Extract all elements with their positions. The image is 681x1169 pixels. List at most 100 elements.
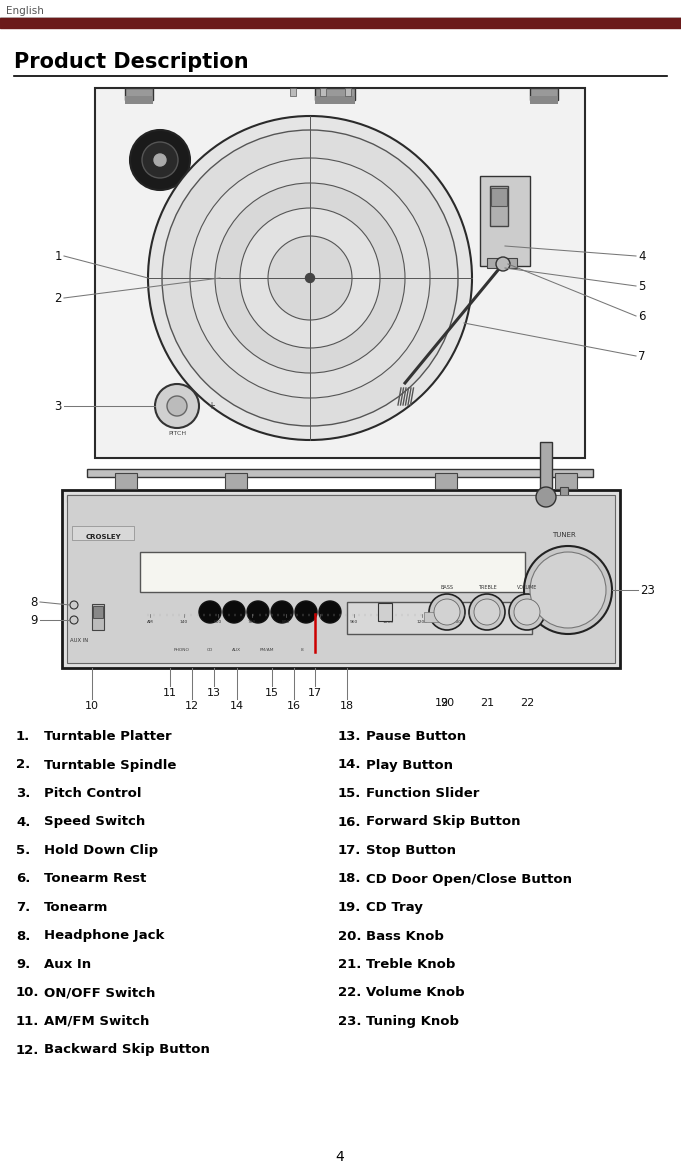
Bar [490, 186, 508, 226]
Text: CD: CD [207, 648, 213, 652]
Text: 14.: 14. [338, 759, 362, 772]
Text: 4.: 4. [16, 816, 31, 829]
Text: AM/FM Switch: AM/FM Switch [44, 1015, 149, 1028]
Bar [315, 88, 355, 101]
Bar [362, 606, 417, 620]
Text: 9: 9 [31, 614, 38, 627]
Text: 1400: 1400 [451, 620, 462, 624]
Text: Backward Skip Button: Backward Skip Button [44, 1044, 210, 1057]
Text: 18: 18 [340, 701, 354, 711]
Text: 760: 760 [248, 620, 256, 624]
Text: TUNER: TUNER [552, 532, 575, 538]
Circle shape [524, 546, 612, 634]
Bar [315, 96, 355, 104]
Bar [487, 258, 517, 268]
Circle shape [319, 601, 341, 623]
Text: 19: 19 [435, 698, 449, 708]
Text: 21: 21 [480, 698, 494, 708]
Circle shape [530, 552, 606, 628]
Text: 1000: 1000 [383, 620, 394, 624]
Text: 14: 14 [230, 701, 244, 711]
Bar [491, 188, 507, 206]
Bar [62, 490, 620, 667]
Bar [92, 604, 104, 630]
Text: Stop Button: Stop Button [366, 844, 456, 857]
Bar [424, 613, 454, 622]
Text: 600: 600 [214, 620, 222, 624]
Text: Play Button: Play Button [366, 759, 453, 772]
Text: FM/AM: FM/AM [259, 648, 274, 652]
Text: Product Description: Product Description [14, 51, 249, 72]
Bar [290, 88, 296, 96]
Bar [87, 469, 593, 477]
Bar [347, 602, 532, 634]
Text: 5: 5 [638, 279, 646, 292]
Text: Hold Down Clip: Hold Down Clip [44, 844, 158, 857]
Text: 2.: 2. [16, 759, 30, 772]
Text: CD Door Open/Close Button: CD Door Open/Close Button [366, 872, 572, 885]
Text: 800: 800 [282, 620, 290, 624]
Text: AUX: AUX [232, 648, 242, 652]
Bar [530, 96, 558, 104]
Circle shape [190, 158, 430, 397]
Text: CROSLEY: CROSLEY [85, 534, 121, 540]
Circle shape [148, 116, 472, 440]
Text: 17.: 17. [338, 844, 362, 857]
Text: BASS: BASS [441, 584, 454, 590]
Text: 17: 17 [308, 689, 322, 698]
Bar [320, 88, 326, 96]
Circle shape [536, 487, 556, 507]
Text: -: - [144, 401, 147, 411]
Bar [560, 487, 568, 505]
Circle shape [199, 601, 221, 623]
Text: 1: 1 [54, 249, 62, 263]
Text: 20: 20 [440, 698, 454, 708]
Text: AM: AM [146, 620, 153, 624]
Text: 8: 8 [300, 648, 303, 652]
Circle shape [70, 601, 78, 609]
Circle shape [155, 383, 199, 428]
Bar [67, 494, 545, 502]
Text: 4: 4 [336, 1150, 345, 1164]
Text: PITCH: PITCH [168, 431, 186, 436]
Bar [530, 88, 558, 101]
Text: 18.: 18. [338, 872, 362, 885]
Text: 9.: 9. [16, 959, 30, 971]
Text: 5.: 5. [16, 844, 30, 857]
Bar [480, 177, 530, 267]
Text: 22: 22 [520, 698, 534, 708]
Text: 6: 6 [638, 310, 646, 323]
Text: Forward Skip Button: Forward Skip Button [366, 816, 520, 829]
Circle shape [271, 601, 293, 623]
Bar [115, 473, 137, 489]
Circle shape [496, 257, 510, 271]
Bar [125, 96, 153, 104]
Circle shape [514, 599, 540, 625]
Text: Speed Switch: Speed Switch [44, 816, 145, 829]
Text: 10: 10 [85, 701, 99, 711]
Text: 16.: 16. [338, 816, 362, 829]
Text: +: + [207, 401, 215, 411]
Text: 1.: 1. [16, 729, 30, 743]
Circle shape [509, 594, 545, 630]
Bar [93, 606, 103, 618]
Text: 15.: 15. [338, 787, 362, 800]
Text: Tonearm Rest: Tonearm Rest [44, 872, 146, 885]
Text: Headphone Jack: Headphone Jack [44, 929, 164, 942]
Text: TREBLE: TREBLE [477, 584, 496, 590]
Text: Aux In: Aux In [44, 959, 91, 971]
Circle shape [247, 601, 269, 623]
Bar [72, 526, 134, 540]
Text: English: English [6, 6, 44, 16]
Circle shape [469, 594, 505, 630]
Text: VOLUME: VOLUME [517, 584, 537, 590]
Text: Pause Button: Pause Button [366, 729, 466, 743]
Text: 15: 15 [265, 689, 279, 698]
Circle shape [444, 606, 458, 620]
Circle shape [167, 396, 187, 416]
Text: 11.: 11. [16, 1015, 39, 1028]
Circle shape [434, 599, 460, 625]
Bar [95, 88, 585, 458]
Bar [345, 88, 351, 96]
Text: 8.: 8. [16, 929, 31, 942]
